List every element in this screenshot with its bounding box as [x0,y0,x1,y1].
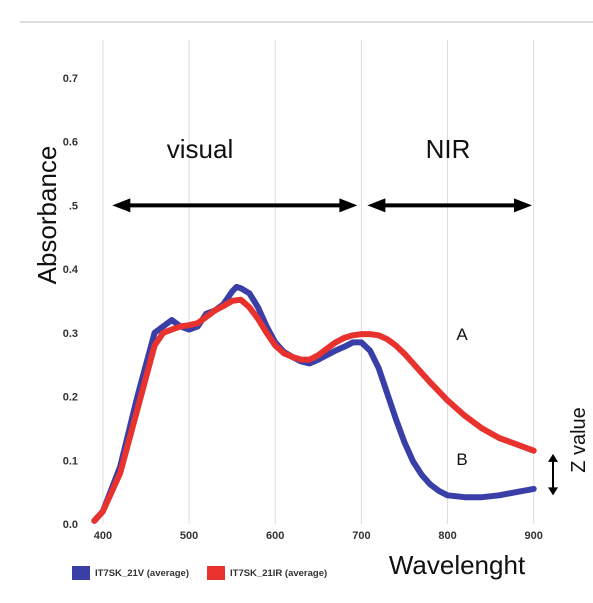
z-arrow-head-top [548,453,558,462]
z-value-arrow [548,453,558,496]
legend-swatch-ir [207,566,225,580]
nir-arrow-head-right [514,198,532,213]
y-axis-title: Absorbance [32,146,62,285]
visual-arrow-head-left [112,198,131,213]
y-tick-label: 0.3 [63,328,78,340]
x-tick-label: 600 [266,530,284,542]
legend-swatch-v [72,566,90,580]
visual-arrow-head-right [339,198,358,213]
y-tick-label: 0.1 [63,455,78,467]
curve-label-b: B [456,450,467,469]
region-arrows [112,198,532,213]
y-tick-label: 0.7 [63,73,78,85]
x-tick-label: 500 [180,530,198,542]
grid-lines [102,40,535,524]
nir-arrow-head-left [367,198,386,213]
y-tick-labels: 0.0 0.1 0.2 0.3 0.4 .5 0.6 0.7 [63,73,79,531]
legend-label-v: IT7SK_21V (average) [95,567,189,579]
x-tick-label: 400 [94,530,112,542]
x-tick-label: 800 [438,530,456,542]
x-tick-labels: 400 500 600 700 800 900 [94,530,543,542]
region-label-nir: NIR [426,134,471,164]
legend: IT7SK_21V (average) IT7SK_21IR (average) [72,566,337,580]
y-tick-label: 0.4 [63,264,79,276]
x-tick-label: 900 [525,530,543,542]
legend-item-ir: IT7SK_21IR (average) [207,566,327,580]
x-axis-title: Wavelenght [389,550,526,580]
region-label-visual: visual [167,134,233,164]
y-tick-label: 0.2 [63,392,78,404]
z-arrow-head-bottom [548,487,558,496]
legend-item-v: IT7SK_21V (average) [72,566,189,580]
curve-label-a: A [456,325,468,344]
series-line-ir [91,296,537,524]
y-tick-label: 0.0 [63,519,78,531]
y-tick-label: .5 [69,200,78,212]
y-tick-label: 0.6 [63,137,78,149]
z-value-label: Z value [568,407,590,473]
series-lines [91,283,537,524]
x-tick-label: 700 [352,530,370,542]
legend-label-ir: IT7SK_21IR (average) [230,567,328,579]
